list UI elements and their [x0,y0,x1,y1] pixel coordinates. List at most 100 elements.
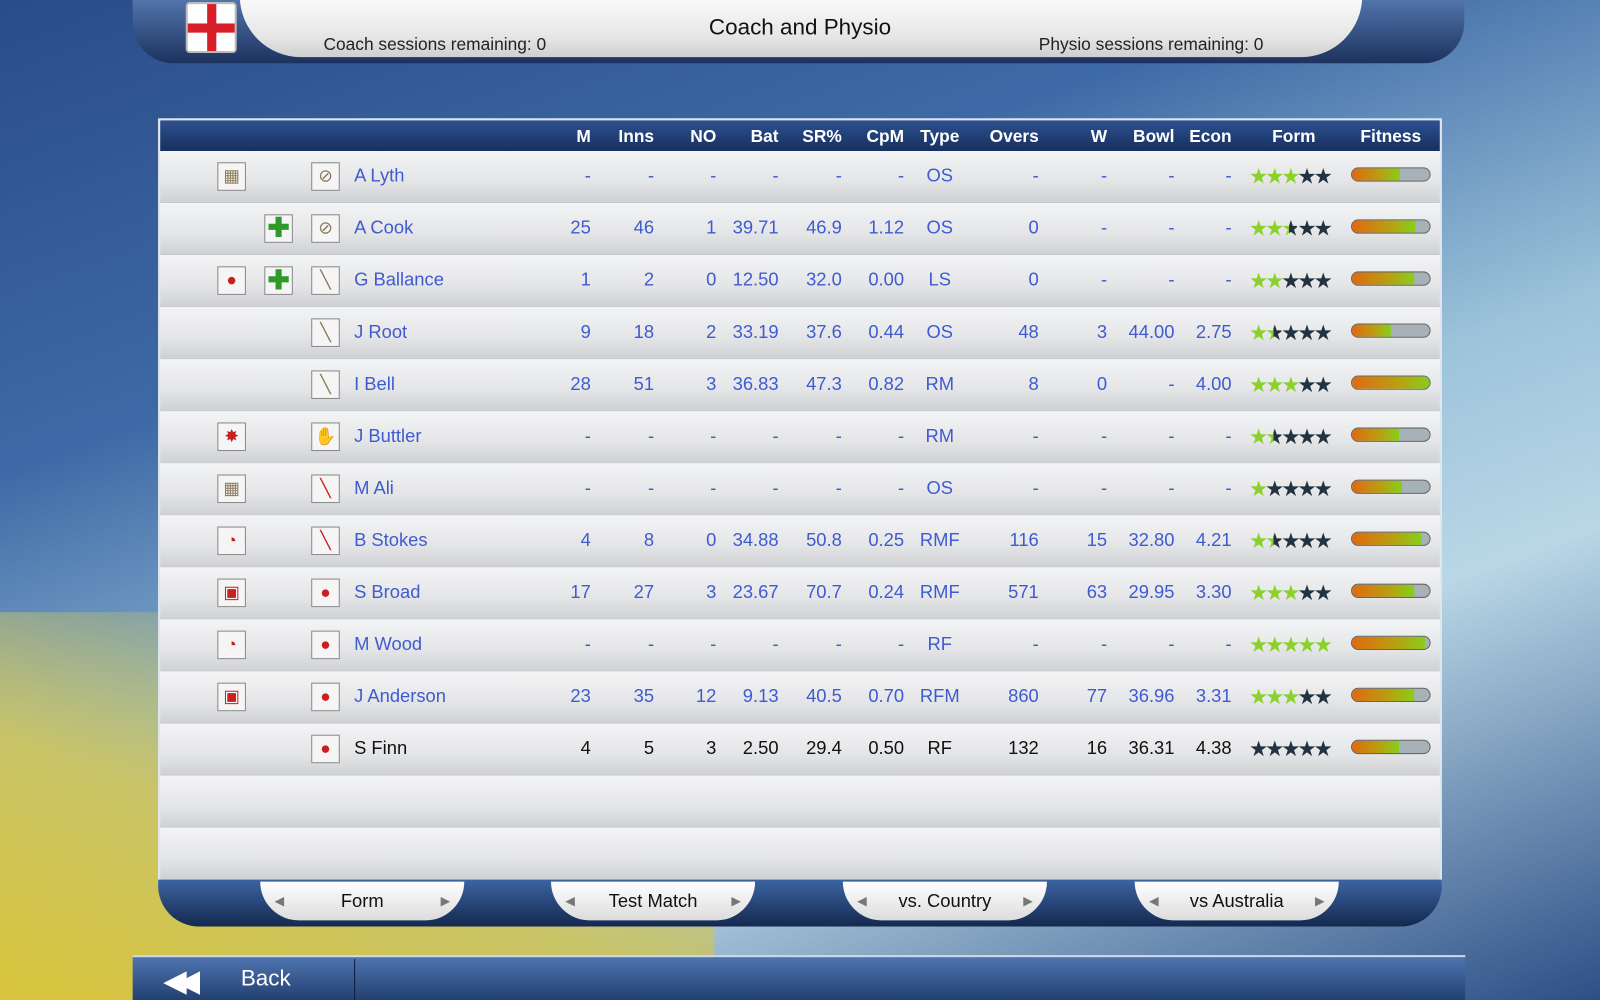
table-row[interactable]: ▣ ● J Anderson 23 35 12 9.13 40.5 0.70 RFM 860 77 36… [160,671,1440,724]
cell-type: RFM [919,685,960,707]
form-rating: ★★★★★ [1248,685,1333,711]
star-icon: ★ [1265,633,1284,658]
arrow-right-icon[interactable]: ▶ [1023,893,1033,909]
column-header-bowl[interactable]: Bowl [1133,126,1175,146]
cell-bowl: - [1168,477,1175,498]
cell-type: OS [926,165,954,186]
bat-zero-icon[interactable]: ⊘ [311,162,340,191]
player-name[interactable]: I Bell [354,373,395,394]
cell-bowl: - [1168,165,1175,186]
form-rating: ★★★★★ [1249,424,1333,450]
star-icon: ★ [1297,217,1316,241]
cell-no: 2 [706,321,717,342]
player-name[interactable]: A Cook [354,217,414,238]
back-arrow-icon[interactable]: ◀◀ [163,964,200,998]
table-header: M Inns NO Bat SR% CpM Type Overs W Bowl Econ Form Fi… [160,120,1440,152]
table-row[interactable]: ╲ I Bell 28 51 3 36.83 47.3 0.82 RM 8 0-4.00 ★★★★★ [160,359,1440,412]
cell-bat: 33.19 [732,321,779,342]
arrow-left-icon[interactable]: ◀ [1148,893,1159,909]
table-row[interactable]: ╲ J Root 9 18 2 33.19 37.6 0.44 OS 48 3 44.00 2.75 ★★… [160,307,1440,360]
player-name[interactable]: J Anderson [354,685,446,707]
arrow-right-icon[interactable]: ▶ [731,893,741,909]
bat-ball-icon[interactable]: ╲ [311,526,340,556]
tab-test-match[interactable]: ◀ Test Match ▶ [551,881,756,921]
table-row[interactable]: ▦ ⊘ A Lyth - - - - - - OS - - - - ★★★★★ [160,151,1440,204]
bat-icon[interactable]: ╲ [311,318,340,347]
tab-label: vs. Country [898,890,992,912]
cell-econ: 4.21 [1195,529,1232,550]
fitness-bar [1351,739,1431,755]
arrow-left-icon[interactable]: ◀ [565,893,575,909]
bat-net-icon[interactable]: ▦ [217,474,246,504]
star-icon: ★ [1248,373,1268,397]
table-row[interactable]: ◔ ╲ B Stokes 4 8 0 34.88 50.8 0.25 RMF 116 15 32.80 4… [160,515,1440,568]
arrow-right-icon[interactable]: ▶ [440,893,450,909]
ball-hit-icon[interactable]: ◔ [217,630,246,660]
ball-icon[interactable]: ● [311,630,340,660]
arrow-left-icon[interactable]: ◀ [857,893,867,909]
ball-hit-icon[interactable]: ◔ [217,526,246,556]
player-name[interactable]: M Wood [354,633,423,655]
ball-net-icon[interactable]: ▣ [217,682,246,712]
tab-vs-country[interactable]: ◀ vs. Country ▶ [842,881,1047,921]
star-icon: ★ [1297,581,1316,606]
column-header-bat[interactable]: Bat [750,126,779,146]
player-name[interactable]: A Lyth [354,165,405,186]
player-name[interactable]: G Ballance [354,269,444,290]
coach-sessions-remaining: Coach sessions remaining: 0 [323,34,547,55]
player-name[interactable]: J Buttler [354,425,422,446]
column-header-fitness[interactable]: Fitness [1360,126,1422,146]
bat-ball-splash-icon[interactable]: ✸ [217,422,246,452]
column-header-m[interactable]: M [576,126,591,146]
ball-icon[interactable]: ● [311,682,340,712]
star-icon: ★ [1248,737,1268,762]
column-header-form[interactable]: Form [1272,126,1316,146]
tab-form[interactable]: ◀ Form ▶ [260,881,465,921]
bat-icon[interactable]: ╲ [311,370,340,399]
cell-bowl: - [1168,269,1175,290]
table-row[interactable]: ▦ ╲ M Ali - - - - - - OS - - - - ★★★★★ [160,463,1440,516]
column-header-no[interactable]: NO [690,126,717,146]
bat-icon[interactable]: ╲ [311,266,340,295]
player-name[interactable]: B Stokes [354,529,428,550]
ball-net-icon[interactable]: ▣ [217,578,246,608]
column-header-econ[interactable]: Econ [1189,126,1232,146]
arrow-right-icon[interactable]: ▶ [1315,893,1325,909]
crowd-ball-icon[interactable]: ● [217,266,246,295]
star-icon: ★ [1265,685,1284,710]
cell-bat: - [772,633,779,655]
bat-zero-icon[interactable]: ⊘ [311,214,340,243]
bat-ball-icon[interactable]: ╲ [311,474,340,504]
tab-vs-australia[interactable]: ◀ vs Australia ▶ [1134,881,1339,921]
arrow-left-icon[interactable]: ◀ [274,893,284,909]
column-header-sr[interactable]: SR% [802,126,842,146]
back-button[interactable]: Back [240,965,291,991]
table-row[interactable]: ◔ ● M Wood - - - - - - RF - - - - ★★★★★ [160,619,1440,672]
column-header-overs[interactable]: Overs [989,126,1039,146]
table-row[interactable]: ● ✚ ╲ G Ballance 1 2 0 12.50 32.0 0.00 LS 0- - - ★★★★★ [160,255,1440,308]
ball-icon[interactable]: ● [311,578,340,608]
table-row[interactable]: ✚ ⊘ A Cook 25 46 1 39.71 46.9 1.12 OS 0- - - ★★★★★ [160,203,1440,256]
form-rating: ★★★★★ [1248,372,1333,398]
player-name[interactable]: J Root [354,321,408,342]
star-icon: ★ [1248,685,1268,710]
player-name[interactable]: M Ali [354,477,394,498]
player-name[interactable]: S Finn [354,737,408,759]
cell-overs: - [1032,425,1039,446]
player-name[interactable]: S Broad [354,581,421,603]
table-row[interactable]: ✸ ✋ J Buttler - - - - - - RM - - - - ★★★★★ [160,411,1440,464]
column-header-w[interactable]: W [1090,126,1108,146]
column-header-type[interactable]: Type [920,126,960,146]
plus-icon[interactable]: ✚ [264,214,293,243]
star-icon: ★ [1297,373,1316,397]
star-icon: ★ [1281,269,1300,293]
table-row[interactable]: ▣ ● S Broad 17 27 3 23.67 70.7 0.24 RMF 571 63 29.95… [160,567,1440,620]
bat-net-icon[interactable]: ▦ [217,162,246,191]
ball-icon[interactable]: ● [311,734,340,764]
plus-icon[interactable]: ✚ [264,266,293,295]
column-header-inns[interactable]: Inns [618,126,655,146]
table-row[interactable]: ● S Finn 4 5 3 2.50 29.4 0.50 RF 132 16 36.31 4.38 ★★… [160,723,1440,776]
keeper-glove-icon[interactable]: ✋ [311,422,340,452]
cell-m: 23 [570,685,591,707]
column-header-cpm[interactable]: CpM [866,126,905,146]
